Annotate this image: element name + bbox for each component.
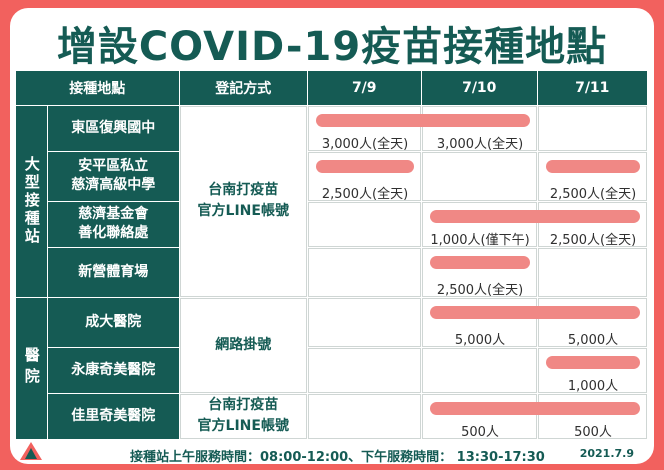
schedule-highlight-bar — [316, 160, 414, 173]
schedule-highlight-bar — [316, 114, 530, 127]
schedule-cell — [308, 394, 421, 439]
dose-quantity: 500人 — [461, 425, 499, 440]
dose-quantity: 2,500人(全天) — [436, 283, 524, 298]
schedule-cell — [422, 348, 537, 393]
category-large-site: 大型接種站 — [16, 106, 47, 297]
header-date: 7/10 — [422, 71, 537, 105]
dose-quantity: 2,500人(全天) — [321, 187, 409, 202]
location-name: 新營體育場 — [48, 248, 179, 297]
registration-method-line: 台南打疫苗 官方LINE帳號 — [180, 106, 307, 297]
schedule-cell — [538, 202, 647, 247]
dose-quantity: 2,500人(全天) — [549, 187, 637, 202]
location-name: 永康奇美醫院 — [48, 348, 179, 393]
schedule-cell — [538, 394, 647, 439]
registration-method-line: 台南打疫苗 官方LINE帳號 — [180, 394, 307, 439]
location-name: 安平區私立 慈濟高級中學 — [48, 152, 179, 201]
tainan-logo-icon — [20, 442, 42, 460]
schedule-cell — [422, 106, 537, 151]
dose-quantity: 1,000人 — [567, 379, 619, 394]
schedule-cell — [538, 106, 647, 151]
schedule-cell — [422, 394, 537, 439]
schedule-cell — [308, 202, 421, 247]
registration-method-online: 網路掛號 — [180, 298, 307, 393]
dose-quantity: 500人 — [574, 425, 612, 440]
schedule-cell — [308, 298, 421, 347]
footer: 接種站上午服務時間：08:00-12:00、下午服務時間： 13:30-17:3… — [10, 442, 654, 465]
schedule-cell — [308, 248, 421, 297]
location-name: 東區復興國中 — [48, 106, 179, 151]
dose-quantity: 2,500人(全天) — [549, 233, 637, 248]
schedule-cell — [538, 348, 647, 393]
header-location: 接種地點 — [16, 71, 179, 105]
schedule-cell — [308, 348, 421, 393]
schedule-cell — [422, 202, 537, 247]
schedule-cell — [538, 248, 647, 297]
header-date: 7/11 — [538, 71, 647, 105]
schedule-cell — [308, 106, 421, 151]
location-name: 慈濟基金會 善化聯絡處 — [48, 202, 179, 247]
dose-quantity: 5,000人 — [454, 333, 506, 348]
schedule-highlight-bar — [430, 256, 530, 269]
publish-date: 2021.7.9 — [579, 447, 634, 460]
schedule-highlight-bar — [546, 160, 640, 173]
header-method: 登記方式 — [180, 71, 307, 105]
schedule-highlight-bar — [430, 306, 640, 319]
schedule-cell — [422, 152, 537, 201]
schedule-highlight-bar — [430, 210, 640, 223]
header-date: 7/9 — [308, 71, 421, 105]
dose-quantity: 1,000人(僅下午) — [430, 233, 530, 248]
dose-quantity: 3,000人(全天) — [436, 137, 524, 152]
schedule-highlight-bar — [430, 402, 640, 415]
page-title: 增設COVID-19疫苗接種地點 — [56, 24, 608, 70]
service-hours-note: 接種站上午服務時間：08:00-12:00、下午服務時間： 13:30-17:3… — [130, 450, 545, 465]
schedule-highlight-bar — [546, 356, 640, 369]
schedule-card: 增設COVID-19疫苗接種地點 接種地點 登記方式 7/9 7/10 7/11 大型接種… — [10, 8, 654, 465]
location-name: 成大醫院 — [48, 298, 179, 347]
category-hospital: 醫院 — [16, 298, 47, 439]
dose-quantity: 3,000人(全天) — [321, 137, 409, 152]
dose-quantity: 5,000人 — [567, 333, 619, 348]
location-name: 佳里奇美醫院 — [48, 394, 179, 439]
